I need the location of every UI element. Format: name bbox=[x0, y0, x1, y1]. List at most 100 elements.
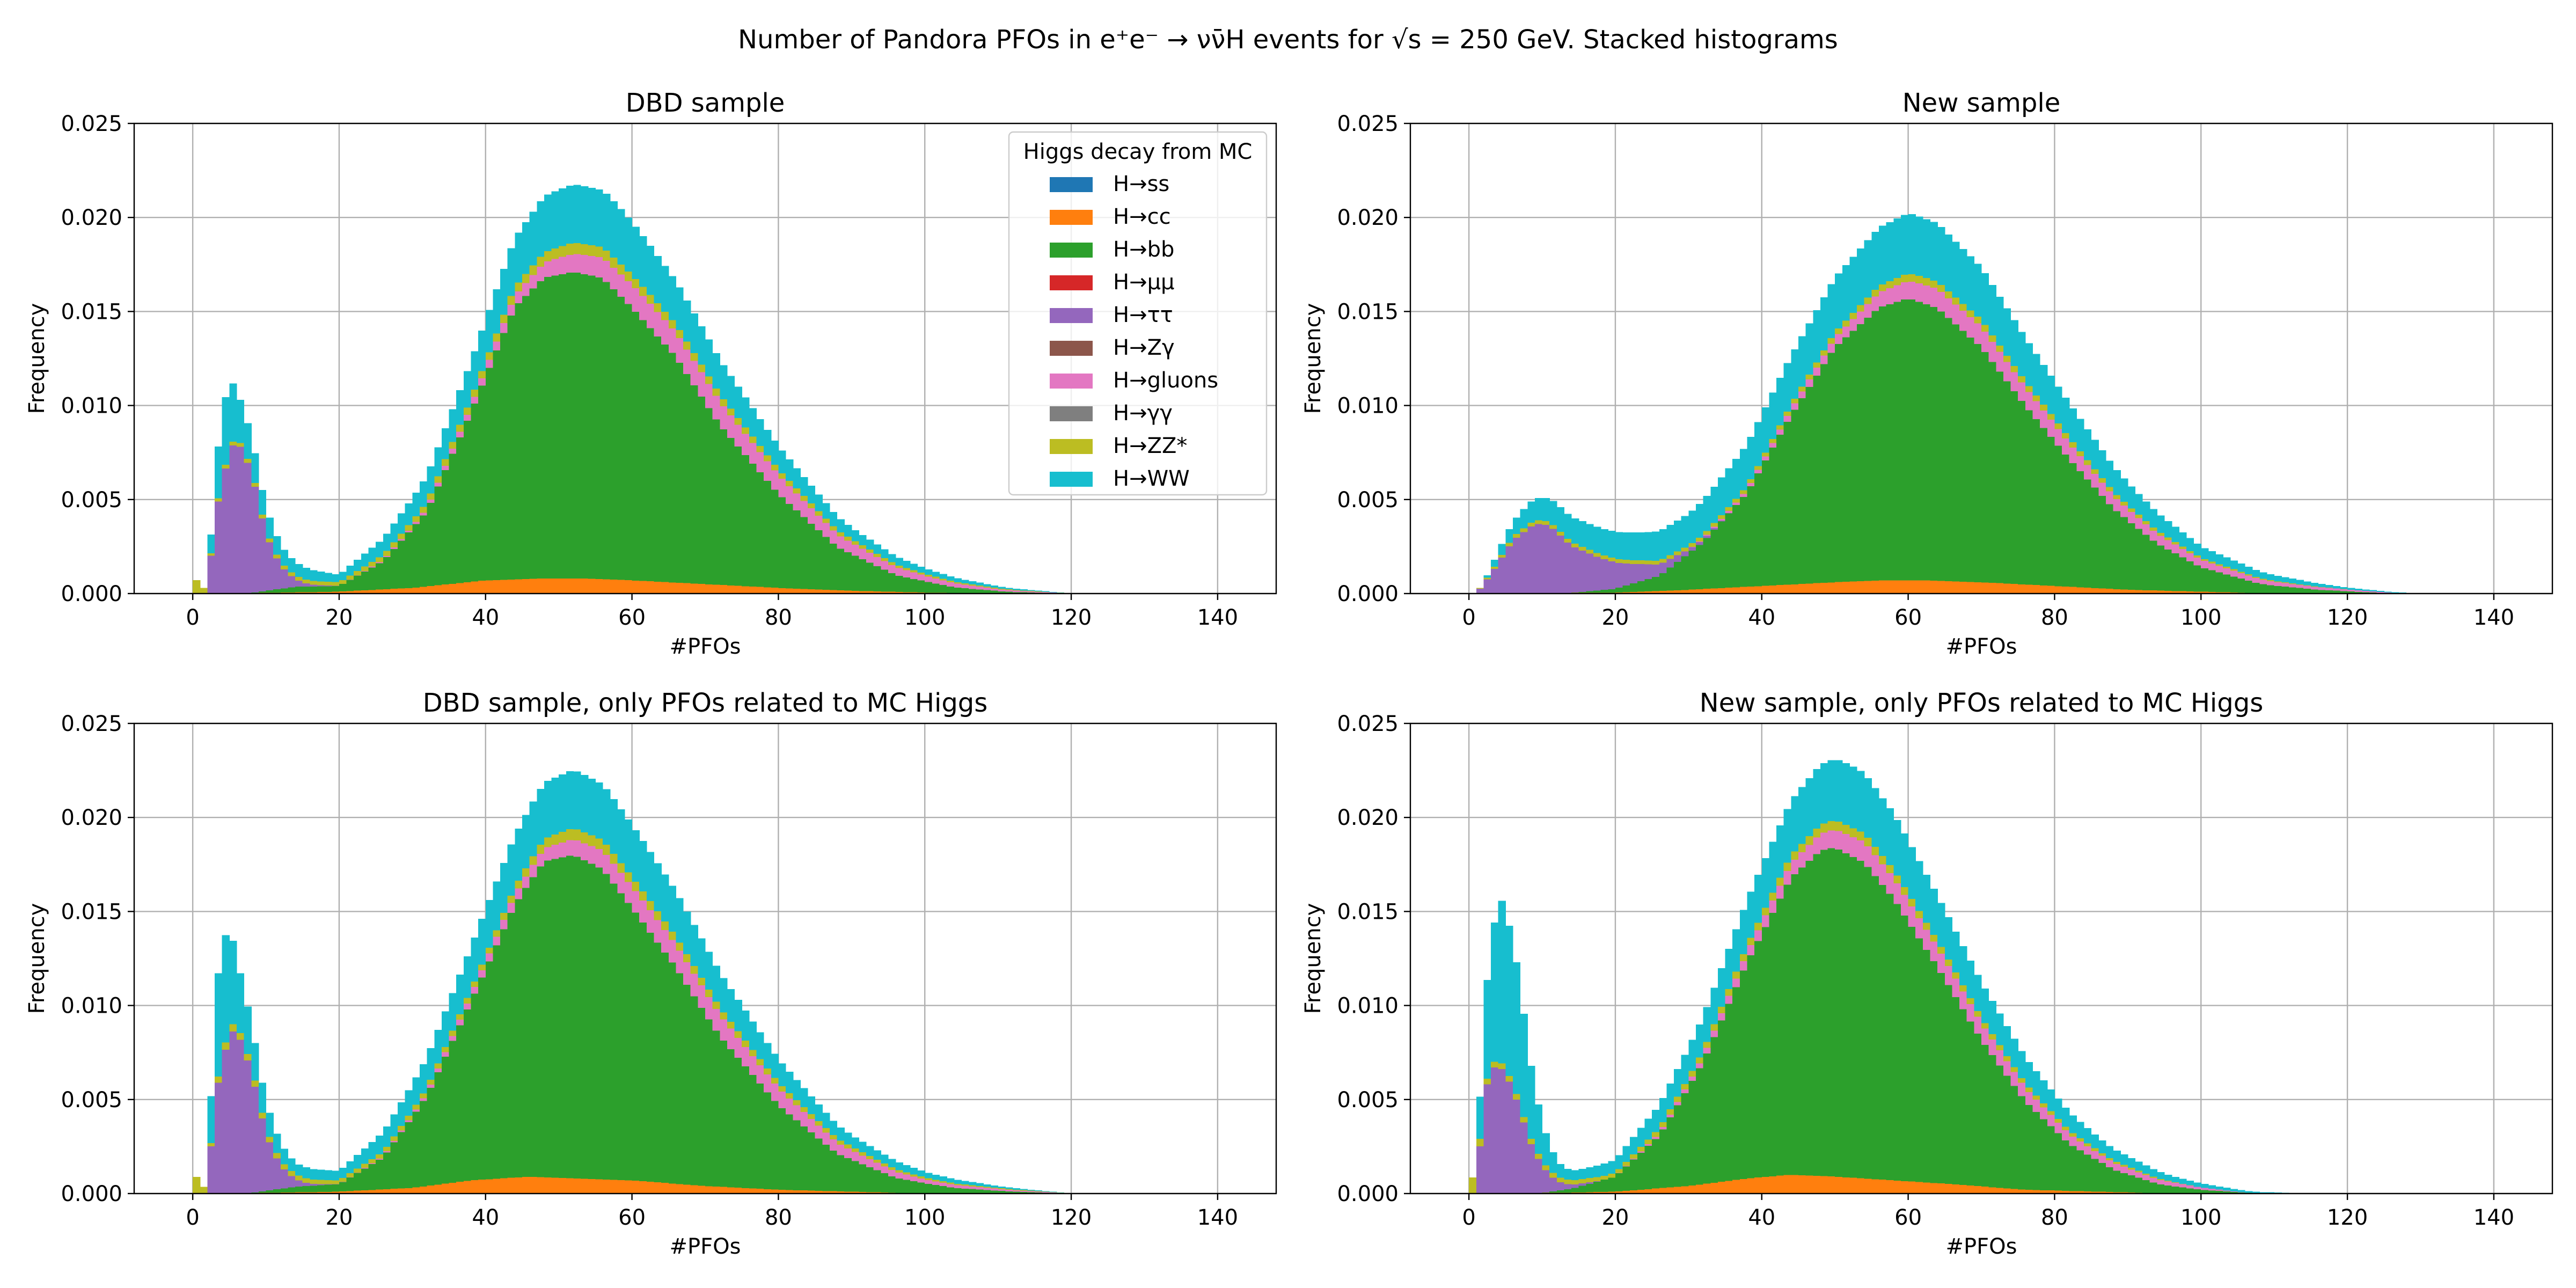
bar-h bbox=[1571, 547, 1579, 593]
bar-h-zz bbox=[2127, 508, 2136, 513]
bar-h bbox=[1710, 528, 1718, 530]
bar-h-ww bbox=[947, 576, 955, 581]
bar-h-cc bbox=[559, 578, 567, 594]
bar-h-bb bbox=[1012, 592, 1021, 594]
bar-h-ww bbox=[617, 209, 625, 265]
bar-h-bb bbox=[991, 590, 999, 594]
bar-h-bb bbox=[310, 586, 318, 592]
bar-h-bb bbox=[1674, 1105, 1682, 1187]
bar-h-cc bbox=[654, 1182, 662, 1194]
bar-h-gluons bbox=[1937, 954, 1945, 974]
bar-h-gluons bbox=[866, 1159, 874, 1167]
bar-h-ww bbox=[2018, 1051, 2026, 1079]
bar-h-bb bbox=[471, 993, 479, 1181]
bar-h-gluons bbox=[1915, 283, 1923, 302]
bar-h bbox=[1666, 559, 1674, 568]
bar-h-cc bbox=[478, 1180, 486, 1194]
bar-h-cc bbox=[2113, 1192, 2121, 1194]
bar-h-cc bbox=[2142, 590, 2150, 594]
bar-h-zz bbox=[1857, 305, 1865, 312]
bar-h-cc bbox=[2091, 588, 2099, 594]
bar-h bbox=[1534, 1159, 1543, 1193]
bar-h-bb bbox=[1988, 1055, 1996, 1188]
bar-h-bb bbox=[295, 587, 303, 592]
bar-h-bb bbox=[668, 353, 677, 583]
bar-h-zz bbox=[2288, 583, 2297, 584]
y-tick-label: 0.000 bbox=[61, 582, 122, 606]
bar-h-cc bbox=[1776, 1175, 1784, 1194]
bar-h-zz bbox=[1571, 544, 1579, 548]
bar-h-zz bbox=[1805, 374, 1813, 380]
bar-h-ww bbox=[2259, 572, 2267, 579]
bar-h-ww bbox=[302, 567, 310, 580]
bar-h-zz bbox=[581, 832, 589, 844]
bar-h-gluons bbox=[910, 572, 918, 579]
x-tick-label: 100 bbox=[904, 605, 945, 630]
bar-h-cc bbox=[441, 1183, 450, 1194]
bar-h-ww bbox=[705, 339, 713, 377]
bar-h-cc bbox=[1754, 586, 1762, 594]
bar-h-bb bbox=[2164, 1185, 2172, 1194]
bar-h-zz bbox=[683, 954, 691, 963]
bar-h-cc bbox=[1930, 1183, 1938, 1194]
bar-h-cc bbox=[1739, 1179, 1748, 1194]
bar-h-bb bbox=[1908, 299, 1916, 581]
bar-h-cc bbox=[866, 1192, 874, 1194]
bar-h-zz bbox=[1659, 559, 1667, 563]
bar-h-ww bbox=[873, 544, 881, 554]
bar-h-cc bbox=[1769, 1176, 1777, 1194]
bar-h-ww bbox=[2252, 1191, 2260, 1194]
bar-h-bb bbox=[441, 470, 450, 585]
bar-h-ww bbox=[837, 519, 845, 532]
bar-h-zz bbox=[361, 566, 369, 571]
bar-h-bb bbox=[1739, 970, 1748, 1179]
y-tick-label: 0.000 bbox=[61, 1182, 122, 1206]
bar-h-gluons bbox=[2223, 568, 2231, 575]
bar-h bbox=[1476, 589, 1484, 594]
bar-h-cc bbox=[346, 1191, 354, 1194]
bar-h-cc bbox=[354, 590, 362, 594]
bar-h-gluons bbox=[939, 1183, 947, 1187]
bar-h-ww bbox=[1791, 349, 1799, 399]
bar-h-ww bbox=[683, 300, 691, 342]
bar-h-cc bbox=[1622, 1190, 1630, 1194]
bar-h-cc bbox=[1681, 590, 1689, 594]
bar-h-gluons bbox=[2054, 1122, 2062, 1133]
bar-h-gluons bbox=[1974, 1016, 1982, 1034]
bar-h-zz bbox=[925, 575, 933, 577]
bar-h-gluons bbox=[1798, 852, 1806, 868]
bar-h-ww bbox=[2047, 1089, 2055, 1111]
bar-h-zz bbox=[420, 507, 428, 513]
bar-h-zz bbox=[2259, 579, 2267, 580]
bar-h-cc bbox=[551, 578, 559, 594]
bar-h-zz bbox=[1952, 972, 1960, 979]
bar-h-bb bbox=[2003, 381, 2011, 584]
bar-h-ww bbox=[888, 554, 896, 562]
bar-h-zz bbox=[2310, 586, 2319, 587]
bar-h bbox=[1586, 1182, 1594, 1184]
bar-h-gluons bbox=[493, 341, 501, 351]
bar-h-ww bbox=[1534, 1104, 1543, 1154]
bar-h-zz bbox=[251, 1080, 259, 1087]
bar-h-ww bbox=[866, 539, 874, 550]
bar-h-cc bbox=[1615, 1191, 1623, 1194]
bar-h-ww bbox=[2310, 582, 2319, 587]
bar-h-ww bbox=[1820, 763, 1828, 824]
bar-h bbox=[266, 1142, 274, 1191]
bar-h-cc bbox=[449, 1182, 457, 1194]
bar-h-cc bbox=[888, 591, 896, 594]
bar-h-zz bbox=[449, 442, 457, 449]
bar-h-ww bbox=[764, 429, 772, 456]
bar-h-bb bbox=[1027, 1192, 1035, 1194]
bar-h-zz bbox=[705, 989, 713, 997]
bar-h-ww bbox=[1864, 240, 1872, 298]
bar-h-ww bbox=[2281, 577, 2289, 583]
bar-h-cc bbox=[2127, 590, 2136, 594]
bar-h-zz bbox=[734, 1031, 742, 1038]
bar-h-zz bbox=[1820, 350, 1828, 356]
bar-h-gluons bbox=[2083, 465, 2092, 480]
bar-h-ww bbox=[427, 1048, 435, 1080]
bar-h-cc bbox=[1805, 1175, 1813, 1194]
bar-h-bb bbox=[2091, 1159, 2099, 1192]
bar-h-ww bbox=[1688, 510, 1696, 544]
